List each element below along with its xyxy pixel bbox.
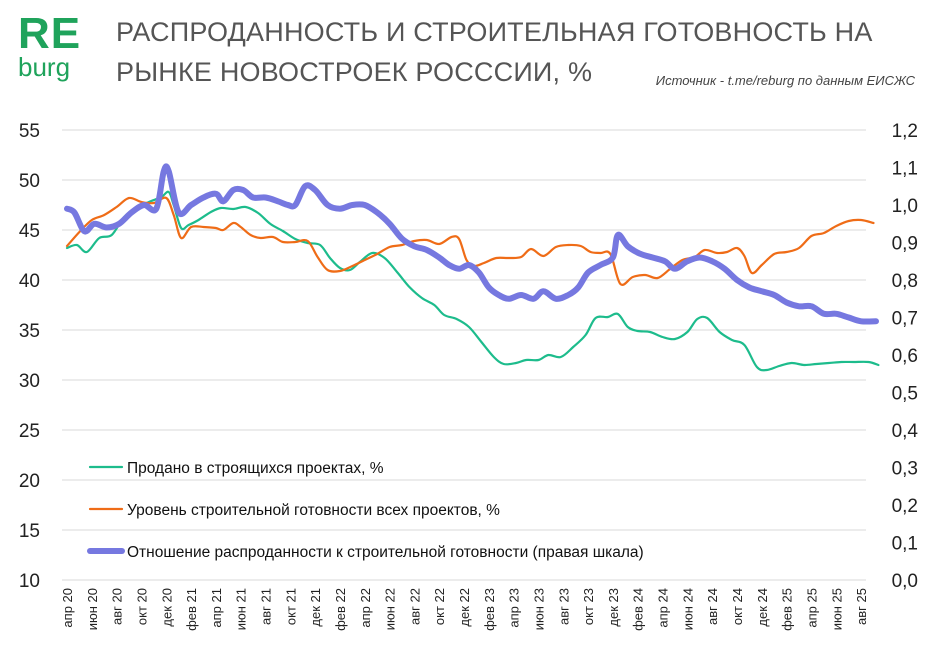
left-tick-label: 10	[19, 571, 40, 592]
chart-title: РАСПРОДАННОСТЬ И СТРОИТЕЛЬНАЯ ГОТОВНОСТЬ…	[116, 17, 873, 87]
x-tick-label: фев 22	[333, 588, 348, 631]
x-tick-label: апр 22	[358, 588, 373, 628]
series-readiness-line	[65, 196, 875, 286]
x-tick-label: дек 20	[159, 588, 174, 627]
right-tick-label: 0,9	[892, 234, 918, 255]
right-axis-ticks: 0,0 0,1 0,2 0,3 0,4 0,5 0,6 0,7 0,8 0,9 1,0 1,1 1,2	[892, 121, 919, 592]
x-tick-label: фев 24	[631, 588, 646, 631]
x-tick-label: дек 21	[308, 588, 323, 627]
right-tick-label: 0,2	[892, 496, 918, 517]
right-tick-label: 0,8	[892, 271, 918, 292]
x-tick-label: апр 25	[804, 588, 819, 628]
series-lines	[64, 163, 880, 372]
left-tick-label: 55	[19, 121, 40, 142]
x-tick-label: окт 23	[581, 588, 596, 625]
logo-top-text: RE	[18, 9, 82, 58]
x-tick-label: фев 23	[482, 588, 497, 631]
x-tick-label: дек 22	[457, 588, 472, 627]
legend-label: Уровень строительной готовности всех про…	[127, 502, 500, 519]
x-tick-label: июн 24	[680, 588, 695, 630]
gridlines	[62, 129, 866, 581]
x-tick-label: фев 21	[184, 588, 199, 631]
right-tick-label: 0,6	[892, 346, 918, 367]
x-tick-label: авг 23	[556, 588, 571, 625]
x-tick-label: апр 23	[507, 588, 522, 628]
brand-logo: RE burg	[18, 9, 88, 82]
left-tick-label: 20	[19, 471, 40, 492]
x-tick-label: авг 22	[407, 588, 422, 625]
x-tick-label: авг 25	[854, 588, 869, 625]
source-note: Источник - t.me/reburg по данным ЕИСЖС	[655, 73, 915, 88]
x-tick-label: июн 23	[531, 588, 546, 630]
left-tick-label: 25	[19, 421, 40, 442]
legend: Продано в строящихся проектах, % Уровень …	[87, 460, 644, 561]
right-tick-label: 1,1	[892, 159, 918, 180]
x-tick-label: авг 24	[705, 588, 720, 625]
x-tick-label: окт 22	[432, 588, 447, 625]
right-tick-label: 0,4	[892, 421, 919, 442]
left-tick-label: 45	[19, 221, 40, 242]
x-tick-label: авг 20	[110, 588, 125, 625]
x-tick-label: окт 20	[134, 588, 149, 625]
x-tick-label: июн 25	[829, 588, 844, 630]
series-ratio-line	[64, 163, 879, 325]
right-tick-label: 0,1	[892, 534, 918, 555]
legend-label: Продано в строящихся проектах, %	[127, 460, 384, 477]
x-tick-label: окт 21	[283, 588, 298, 625]
right-tick-label: 0,7	[892, 309, 918, 330]
series-sold-line	[65, 190, 880, 372]
right-tick-label: 1,0	[892, 196, 918, 217]
x-tick-label: апр 21	[209, 588, 224, 628]
right-tick-label: 1,2	[892, 121, 918, 142]
x-tick-label: апр 24	[656, 588, 671, 628]
x-tick-label: окт 24	[730, 588, 745, 625]
logo-bottom-text: burg	[18, 52, 71, 82]
right-tick-label: 0,5	[892, 384, 918, 405]
right-tick-label: 0,3	[892, 459, 918, 480]
left-tick-label: 40	[19, 271, 40, 292]
x-tick-label: фев 25	[780, 588, 795, 631]
left-tick-label: 35	[19, 321, 40, 342]
x-axis-ticks: апр 20 июн 20 авг 20 окт 20 дек 20 фев 21 апр …	[60, 588, 869, 631]
x-tick-label: дек 23	[606, 588, 621, 627]
left-tick-label: 50	[19, 171, 40, 192]
x-tick-label: апр 20	[60, 588, 75, 628]
x-tick-label: июн 22	[383, 588, 398, 630]
left-tick-label: 15	[19, 521, 40, 542]
x-tick-label: июн 20	[85, 588, 100, 630]
x-tick-label: авг 21	[259, 588, 274, 625]
x-tick-label: дек 24	[755, 588, 770, 627]
right-tick-label: 0,0	[892, 571, 918, 592]
legend-label: Отношение распроданности к строительной …	[127, 544, 644, 561]
x-tick-label: июн 21	[234, 588, 249, 630]
left-axis-ticks: 10 15 20 25 30 35 40 45 50 55	[19, 121, 40, 592]
left-tick-label: 30	[19, 371, 40, 392]
